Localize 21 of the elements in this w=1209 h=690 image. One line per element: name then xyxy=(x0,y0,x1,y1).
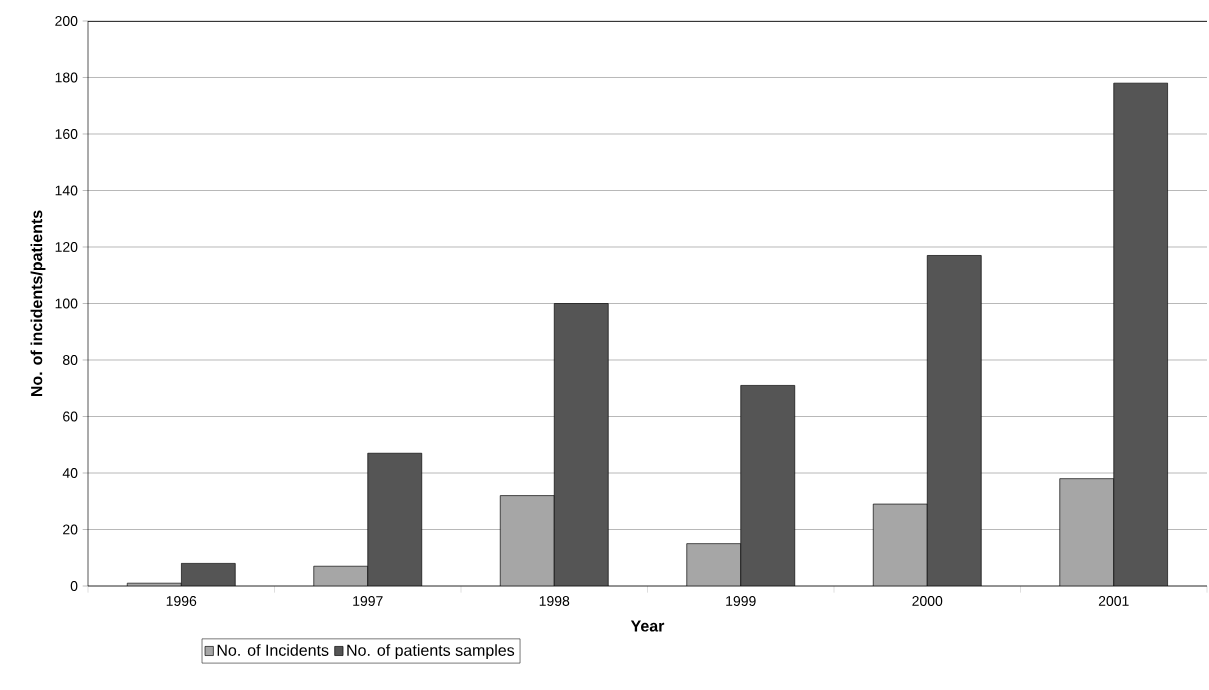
x-tick-label: 2001 xyxy=(1098,596,1129,606)
y-tick-label: 100 xyxy=(55,298,78,309)
y-tick-label: 80 xyxy=(62,355,78,365)
y-tick-label: 120 xyxy=(55,242,78,252)
y-tick-label: 20 xyxy=(63,524,78,535)
y-tick-label: 0 xyxy=(70,581,78,591)
x-tick-label: 1999 xyxy=(726,596,756,606)
x-tick-label: 1996 xyxy=(166,596,197,606)
x-tick-label: 1997 xyxy=(353,596,383,606)
legend-label: No. of patients samples xyxy=(347,644,515,660)
x-tick-label: 1998 xyxy=(539,596,570,606)
x-axis-title: Year xyxy=(630,620,665,632)
legend-label: No. of Incidents xyxy=(217,644,329,656)
y-tick-label: 160 xyxy=(55,129,78,139)
y-tick-label: 200 xyxy=(55,16,78,26)
y-tick-label: 180 xyxy=(55,72,78,83)
y-tick-label: 40 xyxy=(62,468,78,478)
y-axis-title: No. of incidents/patients xyxy=(30,210,46,397)
y-tick-label: 140 xyxy=(55,185,78,196)
y-tick-label: 60 xyxy=(63,411,78,422)
x-tick-label: 2000 xyxy=(912,596,943,606)
